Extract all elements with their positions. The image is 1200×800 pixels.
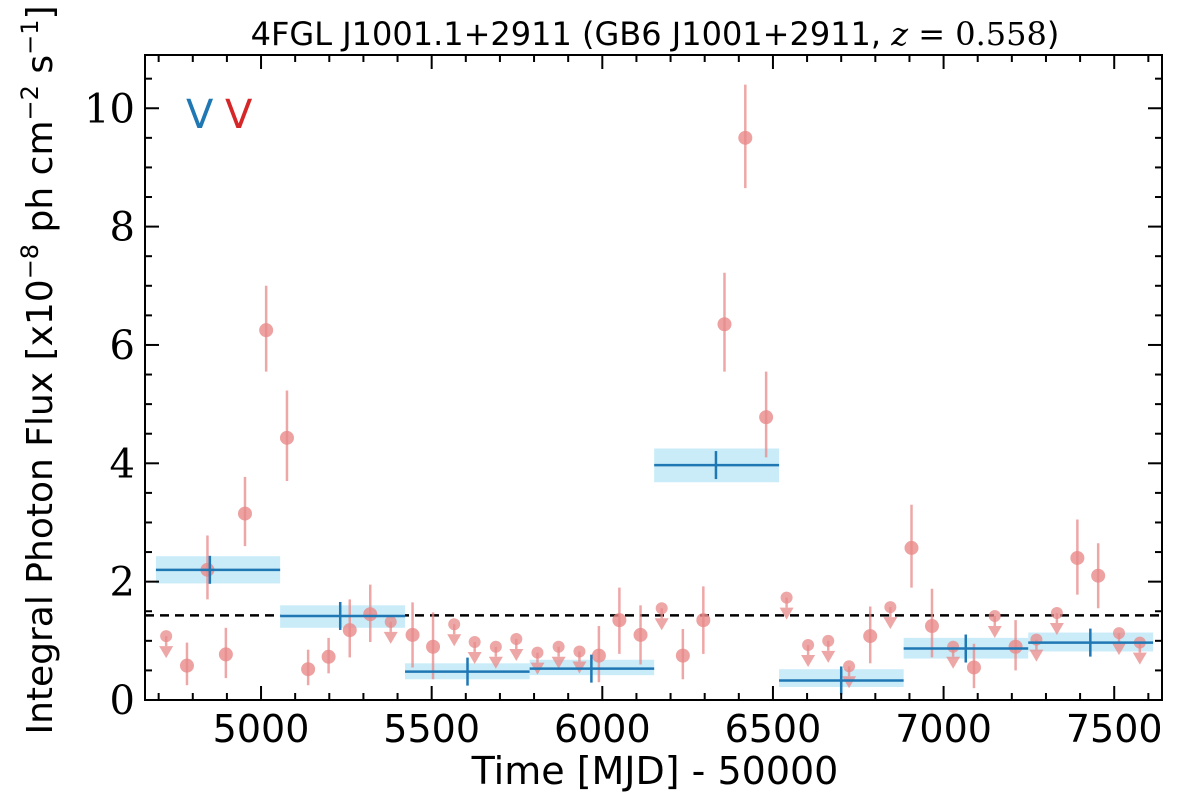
x-tick-label: 7500 [1066,707,1163,751]
detection-point-12 [591,648,606,663]
upper-limit-arrow-0 [159,646,174,659]
upper-limit-arrow-17 [1029,649,1044,662]
detection-point-14 [633,627,648,642]
upper-limit-arrow-10 [779,607,794,620]
chart-title: 4FGL J1001.1+2911 (GB6 J1001+2911, z = 0… [251,15,1060,53]
upper-limit-arrow-5 [509,649,524,662]
detection-point-7 [321,649,336,664]
detection-point-3 [237,506,252,521]
detection-point-25 [1070,550,1085,565]
detection-point-24 [1008,639,1023,654]
y-tick-label: 0 [110,678,135,724]
y-tick-label: 4 [110,441,135,487]
x-axis-label: Time [MJD] - 50000 [471,749,839,793]
upper-limit-arrow-3 [467,652,482,665]
upper-limit-arrow-12 [821,650,836,663]
detection-point-6 [301,662,316,677]
x-tick-label: 6500 [725,707,822,751]
detection-point-15 [675,648,690,663]
annotation-v-blue: V [186,92,214,138]
detection-point-10 [405,627,420,642]
upper-limit-arrow-2 [447,634,462,647]
plot-area: 5000 5500 6000 6500 7000 7500 0 2 4 6 8 10 V V [84,54,1163,751]
detection-point-5 [279,430,294,445]
detection-point-23 [966,660,981,675]
upper-limit-arrow-4 [488,656,503,669]
annotation-v-red: V [225,92,253,138]
upper-limit-arrow-19 [1111,643,1126,656]
upper-limit-arrow-9 [654,618,669,631]
upper-limit-arrow-15 [946,656,961,669]
axes-frame [144,54,1163,701]
x-tick-label: 6000 [554,707,651,751]
x-tick-label: 5000 [213,707,310,751]
detection-point-16 [696,613,711,628]
detection-point-17 [717,317,732,332]
x-tick-label: 5500 [383,707,480,751]
detection-point-11 [426,639,441,654]
detection-point-21 [904,540,919,555]
upper-limit-arrow-11 [801,654,816,667]
detection-point-4 [259,323,274,338]
detection-point-19 [759,410,774,425]
x-tick-label: 7000 [895,707,992,751]
y-tick-label: 10 [84,86,135,132]
detection-point-22 [924,619,939,634]
detection-point-26 [1091,568,1106,583]
y-axis-label: Integral Photon Flux [x10−8 ph cm−2 s−1] [16,5,61,734]
detection-point-0 [179,658,194,673]
detection-point-8 [342,623,357,638]
upper-limit-arrow-20 [1132,652,1147,665]
detection-point-2 [218,647,233,662]
upper-limit-arrow-18 [1049,623,1064,636]
upper-limit-arrow-1 [383,631,398,644]
y-tick-label: 6 [110,323,135,369]
upper-limit-arrow-7 [551,656,566,669]
y-tick-label: 2 [110,560,135,606]
detection-point-9 [363,607,378,622]
y-tick-label: 8 [110,205,135,251]
detection-point-18 [738,130,753,145]
upper-limit-arrow-16 [987,625,1002,638]
detection-point-13 [612,613,627,628]
detection-point-20 [863,629,878,644]
upper-limit-arrow-14 [883,617,898,630]
